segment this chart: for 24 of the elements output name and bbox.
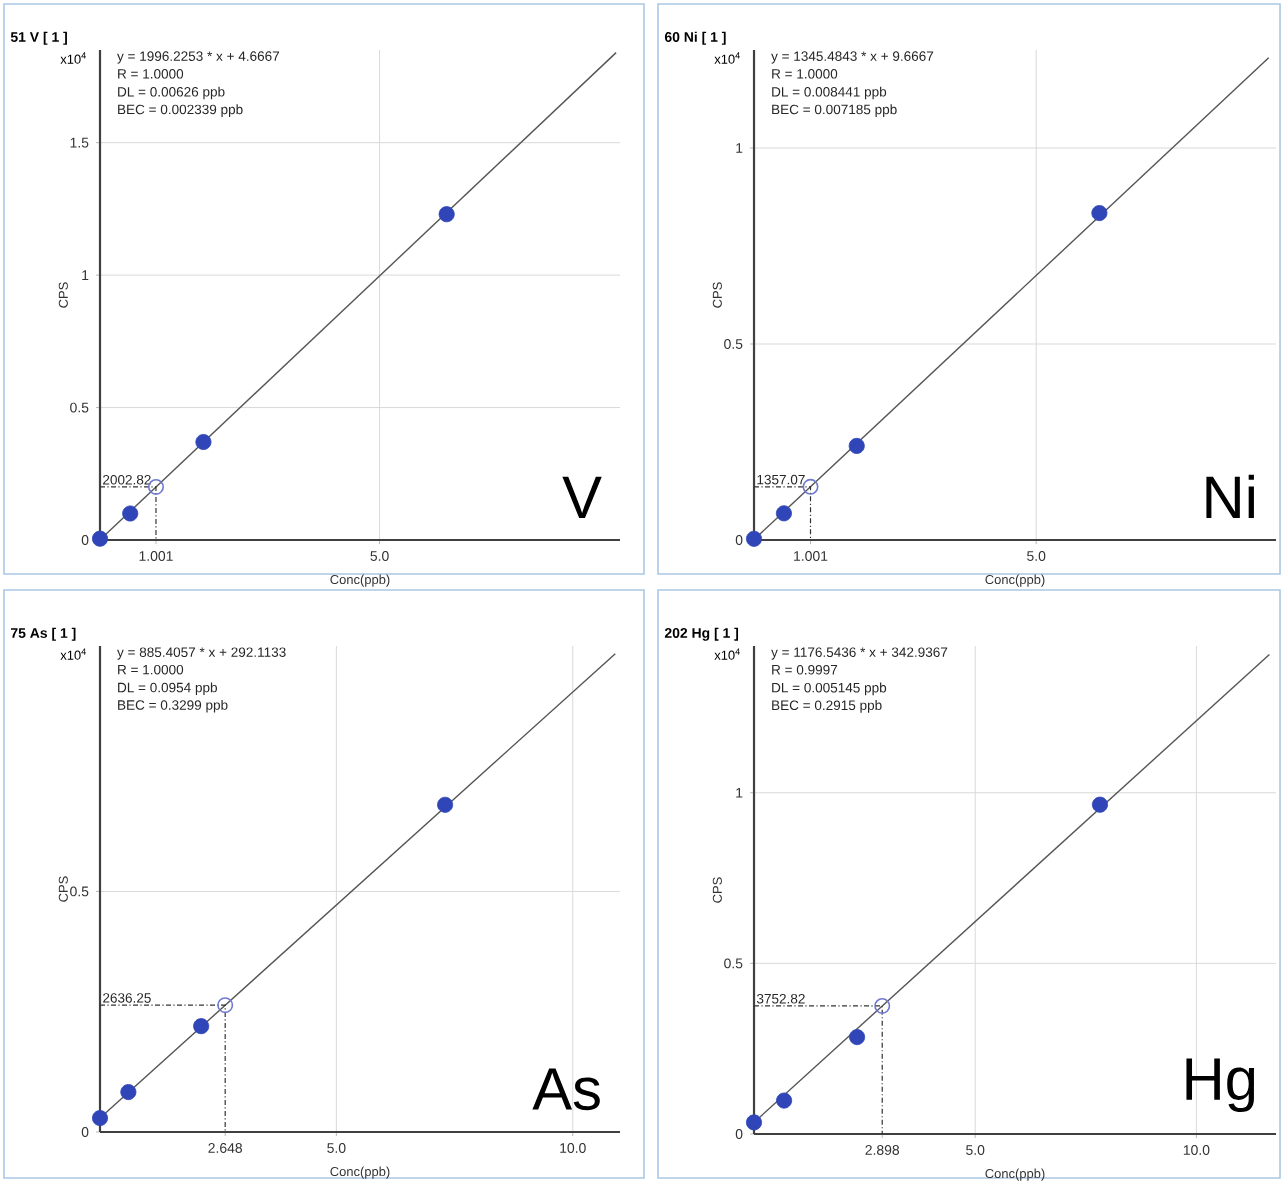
point xyxy=(193,1018,210,1035)
annotation: Ni xyxy=(1206,475,1254,519)
point xyxy=(775,505,792,522)
point xyxy=(849,1029,866,1046)
point xyxy=(437,797,454,814)
point xyxy=(776,1092,793,1109)
point xyxy=(1091,205,1108,222)
point xyxy=(195,434,212,451)
point xyxy=(92,531,109,548)
point xyxy=(848,438,865,455)
point xyxy=(746,531,763,548)
point xyxy=(802,479,819,496)
annotation: As xyxy=(532,1068,600,1111)
point xyxy=(147,479,164,496)
point xyxy=(217,997,234,1014)
point xyxy=(120,1084,137,1101)
point xyxy=(122,505,139,522)
point xyxy=(746,1114,763,1131)
point xyxy=(438,206,455,223)
annotation: V xyxy=(562,477,602,519)
annotation: Hg xyxy=(1186,1058,1255,1113)
point xyxy=(874,998,891,1015)
point xyxy=(92,1110,109,1127)
point xyxy=(1091,797,1108,814)
